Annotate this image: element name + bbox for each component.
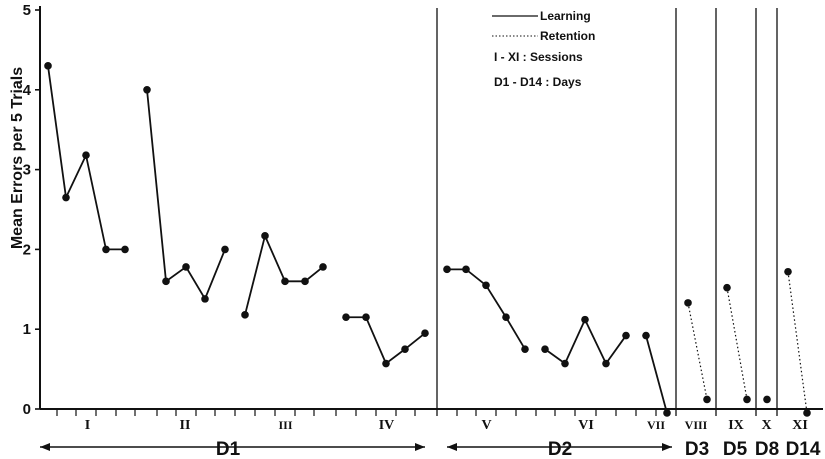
data-point <box>482 281 490 290</box>
session-label: IV <box>379 418 395 433</box>
data-point <box>784 267 792 276</box>
data-point <box>743 395 751 404</box>
data-point <box>162 277 170 286</box>
y-tick-label: 0 <box>23 401 31 418</box>
data-point <box>703 395 711 404</box>
data-point <box>622 331 630 340</box>
data-point <box>342 313 350 322</box>
data-point <box>502 313 510 322</box>
y-tick-label: 1 <box>23 321 31 338</box>
data-point <box>143 86 151 94</box>
series-line-session-viii <box>687 302 708 400</box>
day-label: D1 <box>216 439 241 459</box>
data-point <box>541 345 549 353</box>
y-tick-label: 5 <box>23 2 31 19</box>
data-point <box>382 359 390 368</box>
day-label: D14 <box>786 439 821 459</box>
arrowhead-right <box>662 443 672 451</box>
data-point <box>121 245 129 254</box>
session-label: I <box>85 418 90 433</box>
series-line-session-iv <box>346 316 426 365</box>
data-point <box>281 277 289 286</box>
data-point <box>319 263 327 271</box>
y-tick-label: 2 <box>23 241 31 258</box>
day-label: D8 <box>755 439 779 459</box>
y-tick-label: 3 <box>23 162 31 179</box>
series-line-session-ix <box>726 287 748 400</box>
legend: Learning Retention I - XI : Sessions D1 … <box>492 9 595 89</box>
data-point <box>241 311 249 319</box>
session-label: III <box>278 418 292 432</box>
data-point <box>581 315 589 324</box>
data-point <box>102 245 110 254</box>
session-label: XI <box>792 418 808 433</box>
session-label: II <box>180 418 191 433</box>
series-line-session-vii <box>645 335 668 414</box>
series-line-session-xi <box>787 271 808 414</box>
data-point <box>763 395 771 404</box>
data-point <box>44 62 52 70</box>
data-point <box>182 263 190 271</box>
day-label: D5 <box>723 439 748 459</box>
data-point <box>362 313 370 322</box>
data-point <box>803 409 811 417</box>
data-point <box>301 277 309 286</box>
day-label: D2 <box>548 439 572 459</box>
data-point <box>723 283 731 292</box>
arrowhead-right <box>415 443 425 451</box>
session-label: X <box>761 418 771 433</box>
session-label: V <box>481 418 491 433</box>
data-point <box>443 265 451 274</box>
data-point <box>642 331 650 340</box>
y-tick-label: 4 <box>23 82 32 99</box>
session-label: VI <box>578 418 594 433</box>
data-point <box>82 151 90 160</box>
data-point <box>684 299 692 307</box>
series-line-session-iii <box>244 233 324 316</box>
session-label: VII <box>647 418 665 432</box>
data-point <box>421 329 429 337</box>
data-point <box>221 245 229 254</box>
data-point <box>602 359 610 368</box>
data-point <box>521 345 529 353</box>
legend-retention-label: Retention <box>540 29 595 43</box>
data-point <box>401 345 409 353</box>
data-point <box>462 265 470 274</box>
arrowhead-left <box>40 443 50 451</box>
session-label: IX <box>728 418 744 433</box>
data-point <box>62 193 70 202</box>
y-axis-label: Mean Errors per 5 Trials <box>9 67 26 249</box>
legend-days-label: D1 - D14 : Days <box>494 75 582 89</box>
data-point <box>201 295 209 303</box>
session-label: VIII <box>685 418 708 432</box>
legend-sessions-label: I - XI : Sessions <box>494 50 583 64</box>
data-point <box>561 359 569 368</box>
data-point <box>663 409 671 417</box>
series-line-session-v <box>447 268 526 350</box>
data-point <box>261 232 269 240</box>
legend-learning-label: Learning <box>540 9 591 23</box>
series-line-session-vi <box>544 317 627 366</box>
arrowhead-left <box>447 443 457 451</box>
day-label: D3 <box>685 439 709 459</box>
